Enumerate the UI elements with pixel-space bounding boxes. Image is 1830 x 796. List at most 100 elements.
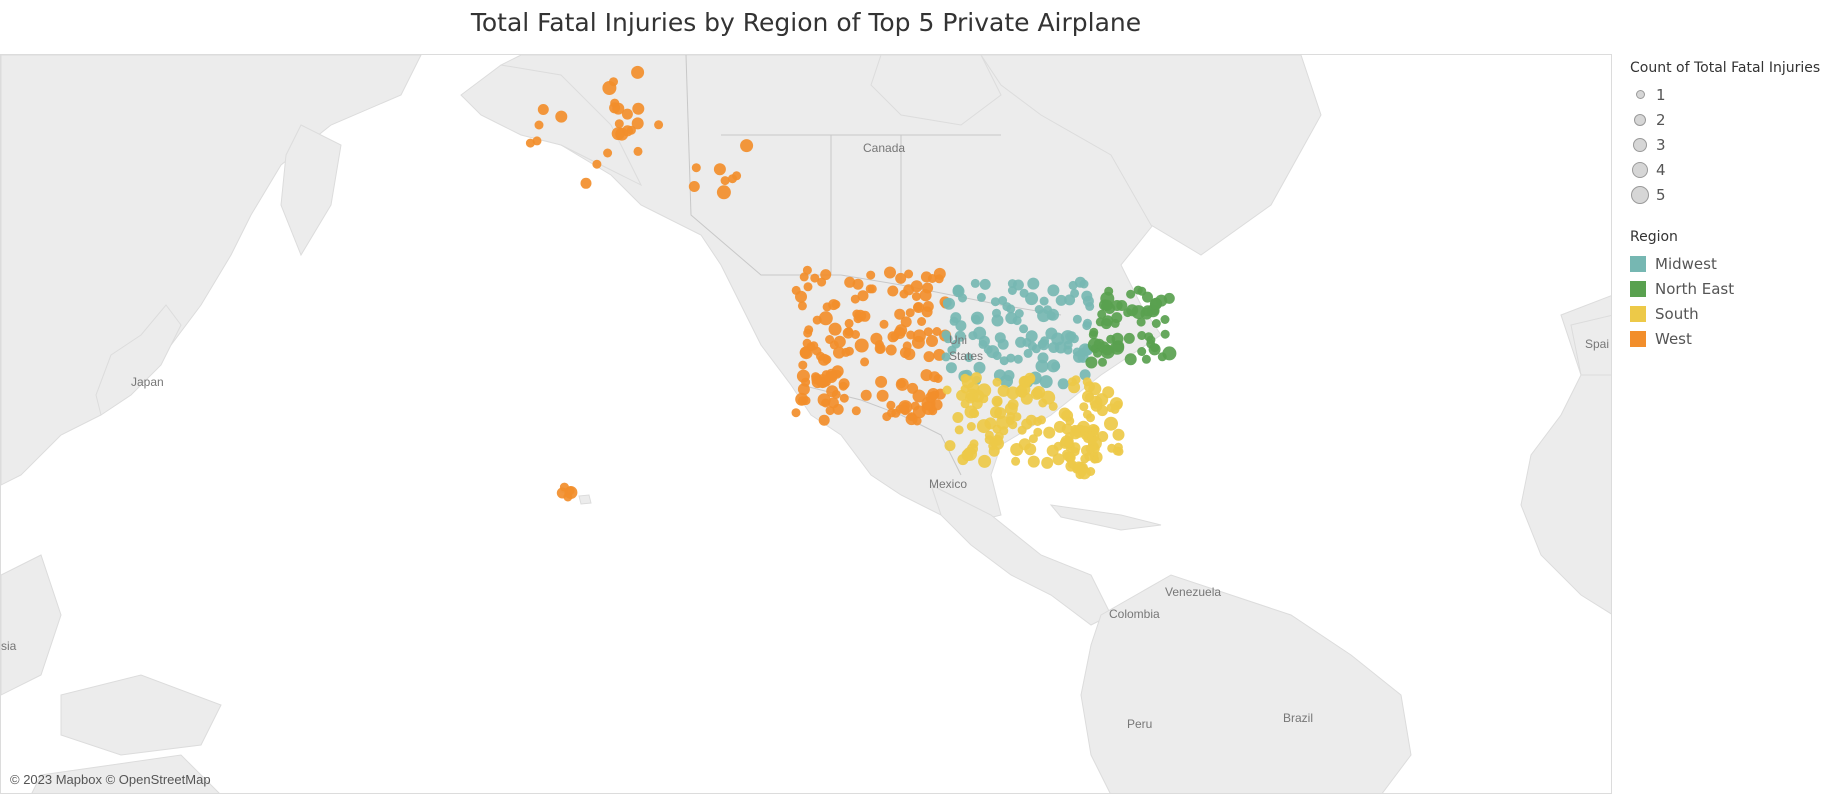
injury-point[interactable] (1110, 404, 1120, 414)
size-legend-item-3[interactable]: 3 (1630, 132, 1830, 157)
injury-point[interactable] (906, 330, 916, 340)
injury-point[interactable] (1035, 359, 1049, 373)
injury-point[interactable] (895, 272, 907, 284)
injury-point[interactable] (1041, 390, 1056, 405)
injury-point[interactable] (966, 422, 976, 431)
injury-point[interactable] (952, 412, 964, 423)
injury-point[interactable] (1151, 319, 1161, 328)
injury-point[interactable] (1022, 337, 1032, 347)
injury-point[interactable] (1047, 284, 1060, 297)
injury-point[interactable] (1096, 405, 1108, 417)
injury-point[interactable] (905, 308, 915, 318)
injury-point[interactable] (1113, 442, 1123, 452)
injury-point[interactable] (1102, 315, 1114, 327)
injury-point[interactable] (1144, 332, 1154, 342)
injury-point[interactable] (970, 372, 982, 384)
injury-point[interactable] (1045, 327, 1058, 340)
injury-point[interactable] (954, 330, 966, 342)
injury-point[interactable] (903, 348, 916, 361)
injury-point[interactable] (850, 294, 860, 304)
injury-point[interactable] (904, 269, 914, 279)
injury-point[interactable] (1150, 343, 1160, 353)
injury-point[interactable] (799, 272, 809, 282)
injury-point[interactable] (1140, 307, 1153, 320)
injury-point[interactable] (964, 353, 974, 363)
injury-point[interactable] (899, 289, 909, 299)
injury-point[interactable] (1012, 279, 1024, 291)
injury-point[interactable] (1037, 415, 1046, 425)
injury-point[interactable] (1111, 332, 1124, 345)
injury-point[interactable] (555, 110, 568, 123)
injury-point[interactable] (612, 102, 625, 115)
injury-point[interactable] (810, 273, 820, 283)
injury-point[interactable] (844, 318, 854, 328)
injury-point[interactable] (931, 399, 943, 411)
injury-point[interactable] (603, 148, 613, 158)
injury-point[interactable] (804, 325, 814, 335)
injury-point[interactable] (820, 269, 832, 281)
injury-point[interactable] (1079, 279, 1089, 289)
injury-point[interactable] (796, 369, 810, 383)
injury-point[interactable] (887, 285, 899, 297)
injury-point[interactable] (979, 278, 991, 290)
injury-point[interactable] (876, 389, 889, 402)
injury-point[interactable] (1080, 454, 1090, 464)
injury-point[interactable] (1106, 334, 1116, 344)
injury-points-layer[interactable] (1, 55, 1612, 794)
injury-point[interactable] (865, 284, 875, 294)
injury-point[interactable] (732, 171, 742, 181)
injury-point[interactable] (920, 369, 933, 382)
injury-point[interactable] (720, 176, 730, 186)
injury-point[interactable] (994, 332, 1006, 344)
injury-point[interactable] (973, 361, 986, 374)
injury-point[interactable] (1024, 443, 1037, 456)
injury-point[interactable] (633, 146, 643, 156)
injury-point[interactable] (917, 317, 927, 326)
injury-point[interactable] (1111, 300, 1123, 311)
injury-point[interactable] (1055, 294, 1067, 306)
injury-point[interactable] (913, 302, 923, 312)
injury-point[interactable] (970, 311, 984, 325)
injury-point[interactable] (1137, 347, 1147, 356)
injury-point[interactable] (795, 290, 807, 303)
injury-point[interactable] (894, 308, 906, 320)
injury-point[interactable] (1004, 402, 1018, 416)
size-legend-item-4[interactable]: 4 (1630, 157, 1830, 182)
injury-point[interactable] (828, 299, 840, 311)
injury-point[interactable] (1160, 315, 1170, 324)
injury-point[interactable] (817, 277, 827, 287)
injury-point[interactable] (1123, 308, 1133, 318)
injury-point[interactable] (1124, 353, 1137, 366)
injury-point[interactable] (1104, 416, 1118, 431)
injury-point[interactable] (912, 389, 926, 403)
injury-point[interactable] (860, 389, 872, 401)
injury-point[interactable] (537, 104, 549, 115)
injury-point[interactable] (925, 391, 937, 403)
map-view[interactable]: Canada Japan Uni States Mexico Colombia … (0, 54, 1612, 794)
injury-point[interactable] (990, 297, 1000, 307)
injury-point[interactable] (1112, 428, 1125, 441)
injury-point[interactable] (1088, 382, 1102, 396)
injury-point[interactable] (691, 163, 701, 173)
injury-point[interactable] (798, 360, 808, 370)
injury-point[interactable] (989, 437, 999, 447)
injury-point[interactable] (1058, 407, 1071, 420)
injury-point[interactable] (1039, 375, 1053, 389)
injury-point[interactable] (1085, 356, 1098, 369)
injury-point[interactable] (1085, 444, 1095, 454)
injury-point[interactable] (1027, 455, 1040, 468)
injury-point[interactable] (992, 377, 1002, 387)
injury-point[interactable] (1082, 321, 1092, 331)
injury-point[interactable] (799, 347, 811, 358)
injury-point[interactable] (969, 439, 979, 449)
injury-point[interactable] (1082, 409, 1092, 419)
injury-point[interactable] (1089, 327, 1099, 337)
injury-point[interactable] (632, 102, 645, 115)
injury-point[interactable] (1019, 324, 1029, 334)
injury-point[interactable] (1097, 309, 1107, 319)
injury-point[interactable] (984, 430, 994, 440)
injury-point[interactable] (970, 278, 980, 288)
injury-point[interactable] (997, 384, 1010, 397)
size-legend-item-2[interactable]: 2 (1630, 107, 1830, 132)
injury-point[interactable] (1082, 295, 1094, 307)
